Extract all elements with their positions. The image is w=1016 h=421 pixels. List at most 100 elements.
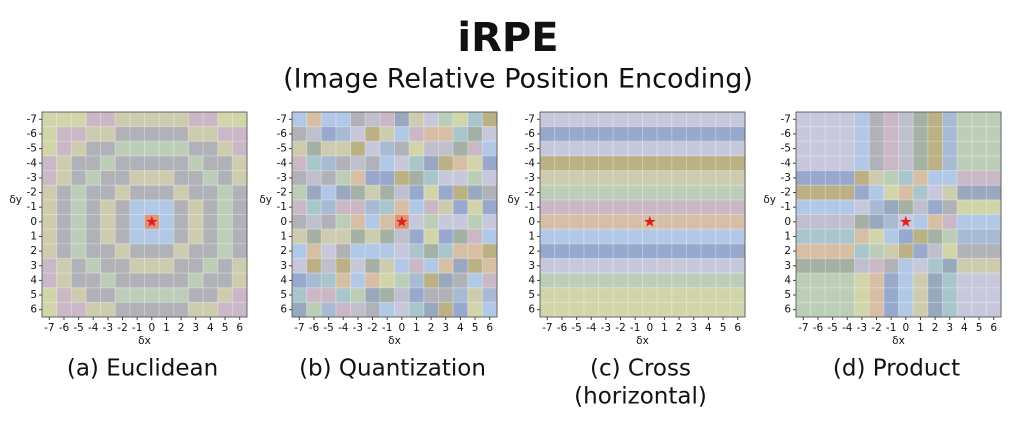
cell (217, 199, 233, 215)
cell (71, 155, 87, 171)
cell (957, 199, 973, 215)
cell (796, 229, 811, 245)
cell (100, 199, 116, 215)
cell (701, 302, 717, 318)
cell (335, 302, 351, 318)
cell (657, 302, 673, 318)
cell (232, 287, 248, 303)
cell (129, 170, 145, 186)
cell (42, 199, 57, 215)
cell (854, 141, 870, 157)
cell (913, 258, 929, 274)
cell (598, 155, 614, 171)
cell (913, 141, 929, 157)
cell (613, 214, 629, 230)
cell (854, 199, 870, 215)
cell (365, 170, 381, 186)
cell (173, 273, 189, 289)
cell (188, 273, 204, 289)
cell (409, 126, 425, 142)
cell (42, 273, 57, 289)
cell (438, 214, 454, 230)
cell (796, 155, 811, 171)
cell (839, 214, 855, 230)
cell (554, 185, 570, 201)
cell (159, 185, 175, 201)
y-tick-label: -5 (781, 143, 791, 155)
cell (810, 141, 826, 157)
cell (144, 199, 160, 215)
cell (482, 273, 498, 289)
cell (971, 126, 987, 142)
cell (350, 287, 366, 303)
cell (292, 112, 307, 127)
cell (540, 199, 555, 215)
cell (671, 141, 687, 157)
cell (869, 302, 885, 318)
cell (701, 170, 717, 186)
cell (467, 243, 483, 259)
cell (730, 126, 746, 142)
cell (986, 199, 1002, 215)
cell (540, 170, 555, 186)
cell (453, 273, 469, 289)
cell (971, 141, 987, 157)
cell (379, 302, 395, 318)
cell (100, 273, 116, 289)
cell (686, 112, 702, 127)
cell (394, 243, 410, 259)
cell (854, 126, 870, 142)
y-tick-label: -6 (27, 128, 38, 140)
cell (613, 141, 629, 157)
cell (423, 155, 439, 171)
cell (232, 155, 248, 171)
cell (232, 170, 248, 186)
cell (188, 214, 204, 230)
cell (671, 229, 687, 245)
cell (598, 229, 614, 245)
cell (173, 155, 189, 171)
cell (365, 258, 381, 274)
cell (957, 126, 973, 142)
cell (203, 302, 219, 318)
cell (730, 229, 746, 245)
cell (232, 141, 248, 157)
cell (85, 185, 101, 201)
cell (100, 243, 116, 259)
cell (627, 185, 643, 201)
cell (467, 199, 483, 215)
cell (173, 287, 189, 303)
cell (423, 287, 439, 303)
cell (438, 258, 454, 274)
cell (350, 126, 366, 142)
cell (715, 273, 731, 289)
y-tick-label: -3 (781, 172, 791, 184)
cell (642, 229, 658, 245)
cell (365, 214, 381, 230)
cell (715, 185, 731, 201)
cell (467, 302, 483, 318)
cell (321, 112, 337, 127)
cell (657, 170, 673, 186)
cell (379, 273, 395, 289)
cell (957, 229, 973, 245)
cell (306, 185, 322, 201)
cell (986, 185, 1002, 201)
x-tick-label: -5 (571, 322, 581, 334)
cell (423, 243, 439, 259)
cell (671, 258, 687, 274)
cell (453, 141, 469, 157)
cell (715, 214, 731, 230)
cell (957, 214, 973, 230)
cell (701, 126, 717, 142)
cell (898, 229, 914, 245)
cell (854, 170, 870, 186)
x-tick-label: 6 (486, 322, 493, 334)
x-tick-label: -6 (813, 322, 824, 334)
x-tick-label: -2 (871, 322, 881, 334)
x-tick-label: -7 (542, 322, 552, 334)
cell (927, 155, 943, 171)
cell (85, 141, 101, 157)
cell (715, 141, 731, 157)
cell (85, 199, 101, 215)
